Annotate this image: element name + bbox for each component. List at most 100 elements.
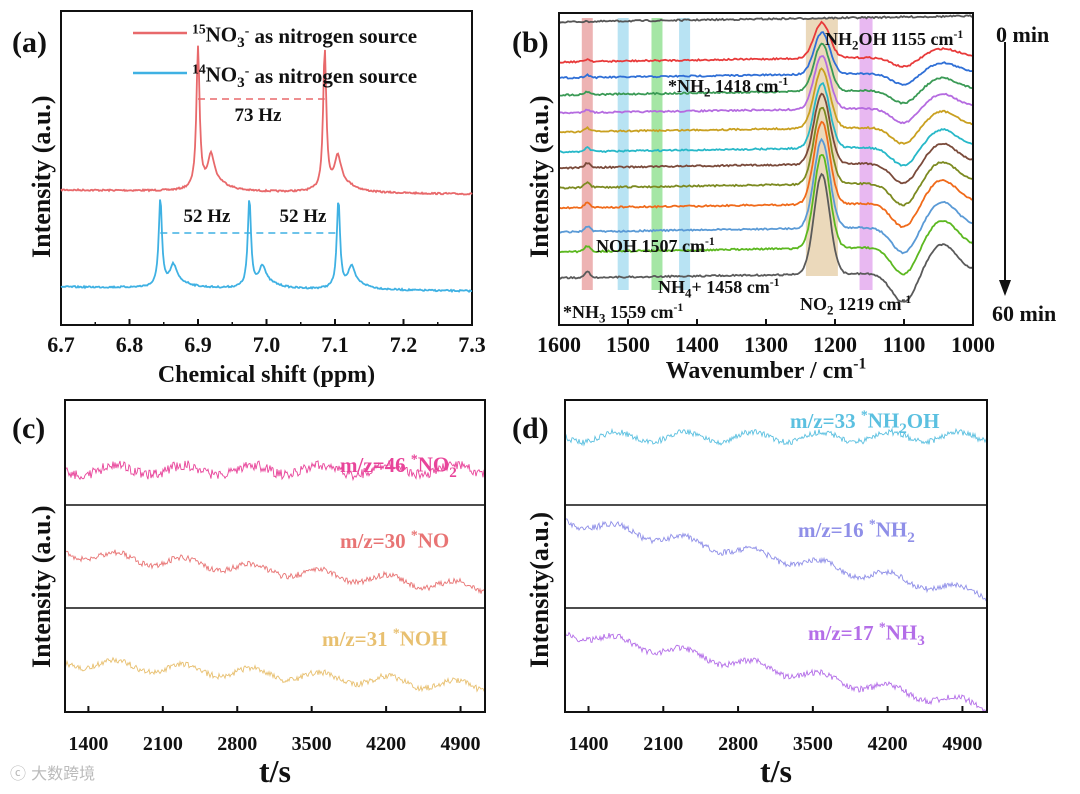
- x-tick-label: 6.7: [47, 332, 75, 357]
- text-part: -1: [953, 28, 963, 41]
- x-tick-label: 1400: [68, 733, 108, 755]
- text-part: 2: [852, 38, 858, 53]
- nmr-trace-1: [60, 199, 473, 293]
- text-part: NO: [418, 529, 450, 553]
- text-part: 1200: [813, 332, 857, 357]
- text-part: 1418 cm: [710, 76, 778, 96]
- legend-entry-1: 14NO3- as nitrogen source: [192, 62, 417, 91]
- text-part: *: [869, 517, 876, 532]
- splitting-label-52a: 52 Hz: [184, 206, 232, 227]
- text-part: 3500: [793, 733, 833, 755]
- x-tick-label: 7.3: [458, 332, 486, 357]
- text-part: -1: [853, 355, 866, 372]
- ir-trace-11: [558, 153, 974, 276]
- text-part: (d): [512, 412, 549, 445]
- x-axis-label-b: Wavenumber / cm-1: [666, 355, 867, 384]
- text-part: 1400: [569, 733, 609, 755]
- text-part: 4200: [868, 733, 908, 755]
- x-tick-label: 1500: [606, 332, 650, 357]
- band-highlight: [651, 18, 663, 290]
- ir-trace-6: [558, 81, 974, 167]
- text-part: -1: [673, 301, 683, 314]
- text-part: OH: [907, 409, 940, 433]
- panel-label-b: (b): [512, 26, 549, 59]
- x-tick-label: 1400: [675, 332, 719, 357]
- text-part: 1600: [537, 332, 581, 357]
- band-label: *NH2 1418 cm-1: [668, 75, 788, 100]
- text-part: NOH 1507 cm: [596, 236, 705, 256]
- text-part: 15: [192, 22, 206, 37]
- text-part: 52 Hz: [280, 206, 328, 227]
- text-part: NH: [825, 29, 852, 49]
- text-part: 6.8: [116, 332, 144, 357]
- text-part: 1300: [744, 332, 788, 357]
- ir-trace-12: [558, 172, 974, 303]
- text-part: Intensity (a.u.): [525, 95, 554, 258]
- x-tick-label: 1000: [951, 332, 995, 357]
- panel-label: (c): [12, 412, 45, 445]
- text-part: *NH: [563, 302, 599, 322]
- text-part: 6.7: [47, 332, 75, 357]
- ms-trace-0: [564, 427, 988, 447]
- ms-series-label: m/z=46 *NO2: [340, 452, 457, 481]
- text-part: 1500: [606, 332, 650, 357]
- band-label: *NH3 1559 cm-1: [563, 301, 683, 326]
- text-part: (c): [12, 412, 45, 445]
- x-tick-label: 4200: [868, 733, 908, 755]
- text-part: NH: [868, 409, 900, 433]
- y-axis-label: Intensity (a.u.): [27, 505, 56, 668]
- text-part: 3: [917, 633, 925, 649]
- x-tick-label: 3500: [793, 733, 833, 755]
- band-highlight: [581, 18, 593, 290]
- band-label: NH2OH 1155 cm-1: [825, 28, 963, 53]
- text-part: 14: [192, 62, 206, 77]
- ir-trace-0: [558, 14, 974, 24]
- x-tick-label: 6.8: [116, 332, 144, 357]
- text-part: Intensity (a.u.): [27, 505, 56, 668]
- text-part: 3: [237, 35, 245, 51]
- x-tick-label: 1300: [744, 332, 788, 357]
- ms-series-label: m/z=33 *NH2OH: [790, 408, 939, 437]
- ms-series-label: m/z=30 *NO: [340, 528, 449, 553]
- text-part: 2: [704, 85, 710, 100]
- text-part: Intensity(a.u.): [525, 512, 554, 668]
- ir-trace-2: [558, 31, 974, 86]
- x-tick-label: 1600: [537, 332, 581, 357]
- text-part: 4200: [366, 733, 406, 755]
- splitting-label-73: 73 Hz: [235, 105, 283, 126]
- y-axis-label: Intensity(a.u.): [525, 512, 554, 668]
- splitting-label-52b: 52 Hz: [280, 206, 328, 227]
- text-part: 7.1: [321, 332, 349, 357]
- x-tick-label: 7.0: [253, 332, 281, 357]
- text-part: 1100: [883, 332, 926, 357]
- text-part: 60 min: [992, 301, 1056, 326]
- text-part: 1559 cm: [605, 302, 673, 322]
- text-part: 4: [685, 286, 692, 301]
- x-axis-label-a: Chemical shift (ppm): [158, 362, 375, 388]
- x-tick-label: 4900: [942, 733, 982, 755]
- text-part: (b): [512, 26, 549, 59]
- ir-trace-1: [558, 20, 974, 68]
- y-axis-label-a: Intensity (a.u.): [27, 95, 56, 258]
- y-axis-label-b: Intensity (a.u.): [525, 95, 554, 258]
- text-part: 7.2: [390, 332, 418, 357]
- text-part: *: [879, 620, 886, 635]
- legend-entry-0: 15NO3- as nitrogen source: [192, 22, 417, 51]
- ms-series-label: m/z=17 *NH3: [808, 620, 925, 649]
- text-part: *NH: [668, 76, 704, 96]
- text-part: 1400: [68, 733, 108, 755]
- text-part: OH 1155 cm: [858, 29, 953, 49]
- text-part: 0 min: [996, 22, 1049, 47]
- text-part: NO: [206, 63, 238, 87]
- text-part: as nitrogen source: [249, 24, 417, 48]
- ms-trace-0: [64, 460, 486, 482]
- text-part: -1: [770, 276, 780, 289]
- ms-trace-2: [64, 656, 486, 693]
- text-part: NH: [876, 518, 908, 542]
- text-part: NO: [800, 294, 827, 314]
- text-part: NH: [658, 277, 685, 297]
- x-tick-label: 6.9: [184, 332, 212, 357]
- text-part: 2100: [643, 733, 683, 755]
- ms-series-label: m/z=16 *NH2: [798, 517, 915, 546]
- text-part: 2: [827, 303, 833, 318]
